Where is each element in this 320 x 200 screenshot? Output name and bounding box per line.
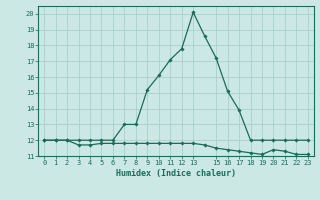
X-axis label: Humidex (Indice chaleur): Humidex (Indice chaleur) — [116, 169, 236, 178]
